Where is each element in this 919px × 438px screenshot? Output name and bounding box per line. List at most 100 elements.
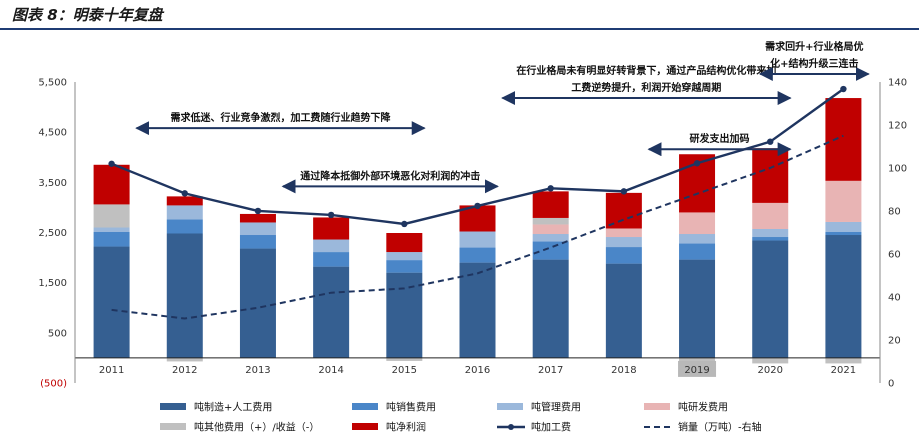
annotation-text: 需求低迷、行业竞争激烈，加工费随行业趋势下降 <box>170 111 391 124</box>
legend-swatch-rnd <box>644 403 670 410</box>
legend-label: 销量（万吨）-右轴 <box>678 421 762 434</box>
bar-sales-2011 <box>93 231 130 247</box>
bar-profit-2014 <box>313 217 350 240</box>
fee-point-2018 <box>620 188 628 195</box>
bar-profit-2021 <box>825 98 862 181</box>
bar-manufacturing-2021 <box>825 235 862 358</box>
x-tick-label: 2016 <box>465 365 490 376</box>
bar-admin-2015 <box>386 252 423 261</box>
annotation-text: 在行业格局未有明显好转背景下，通过产品结构优化带来加 <box>516 64 776 77</box>
right-tick-label: 40 <box>888 293 901 304</box>
bar-admin-2017 <box>532 234 569 242</box>
annotations-layer: 需求低迷、行业竞争激烈，加工费随行业趋势下降通过降本抵御外部环境恶化对利润的冲击… <box>135 40 870 194</box>
title-rule <box>0 28 919 30</box>
bar-sales-2012 <box>166 219 203 234</box>
bar-sales-2014 <box>313 252 350 267</box>
fee-point-2020 <box>767 138 774 145</box>
right-tick-label: 140 <box>888 78 907 89</box>
bar-manufacturing-2011 <box>93 246 130 358</box>
legend-swatch-fee-marker <box>508 424 514 430</box>
fee-point-2014 <box>327 211 335 219</box>
legend-label: 吨制造+人工费用 <box>194 401 272 414</box>
axes-layer: (500) 500 1,500 2,500 3,500 4,500 5,500 0 20 40 60… <box>38 78 907 390</box>
right-tick-label: 120 <box>888 121 907 132</box>
x-label-highlight-2019 <box>678 360 717 377</box>
x-tick-label: 2021 <box>831 365 856 376</box>
bar-rnd-2020 <box>752 202 789 229</box>
bar-sales-2018 <box>605 247 642 264</box>
annotation-text: 化+结构升级三连击 <box>770 57 858 70</box>
fee-point-2012 <box>181 190 188 197</box>
bar-other-2017 <box>532 217 569 225</box>
bar-admin-2020 <box>752 228 789 238</box>
bar-admin-2016 <box>459 231 496 248</box>
bar-sales-2017 <box>532 241 569 260</box>
x-tick-label: 2018 <box>611 365 636 376</box>
annotation-text: 研发支出加码 <box>690 132 750 145</box>
x-tick-label: 2014 <box>318 365 343 376</box>
bar-sales-2015 <box>386 260 423 273</box>
left-tick-label: 1,500 <box>38 278 67 289</box>
legend-swatch-admin <box>497 403 523 410</box>
annotation-text: 工费逆势提升，利润开始穿越周期 <box>571 81 721 94</box>
bar-profit-2012 <box>166 196 203 206</box>
bar-manufacturing-2017 <box>532 259 569 358</box>
left-tick-label: 3,500 <box>38 178 67 189</box>
left-tick-label: 500 <box>48 328 67 339</box>
bar-manufacturing-2016 <box>459 262 496 358</box>
left-tick-label: (500) <box>40 379 67 390</box>
annotation-text: 需求回升+行业格局优 <box>765 40 863 53</box>
bar-manufacturing-2015 <box>386 272 423 358</box>
bar-sales-2013 <box>239 235 276 249</box>
bar-manufacturing-2020 <box>752 240 789 358</box>
bar-admin-2021 <box>825 221 862 232</box>
fee-point-2017 <box>547 185 554 192</box>
right-tick-label: 60 <box>888 250 901 261</box>
x-tick-label: 2013 <box>245 365 270 376</box>
bar-negative-2012 <box>166 357 203 362</box>
bar-negative-2021 <box>825 357 862 364</box>
bar-sales-2020 <box>752 237 789 241</box>
bar-admin-2011 <box>93 227 130 232</box>
bar-rnd-2018 <box>605 228 642 238</box>
x-tick-label: 2019 <box>684 365 709 376</box>
fee-point-2021 <box>840 85 847 93</box>
bar-profit-2020 <box>752 148 789 203</box>
legend-swatch-profit <box>352 423 378 430</box>
x-tick-label: 2020 <box>758 365 783 376</box>
bar-manufacturing-2014 <box>313 266 350 358</box>
bar-rnd-2017 <box>532 224 569 235</box>
legend-label: 吨其他费用（+）/收益（-） <box>194 421 319 434</box>
figure-title: 图表 8：明泰十年复盘 <box>12 6 163 24</box>
bar-sales-2016 <box>459 247 496 263</box>
bar-admin-2012 <box>166 205 203 220</box>
bar-negative-2020 <box>752 357 789 364</box>
bar-manufacturing-2019 <box>679 259 716 358</box>
x-tick-label: 2017 <box>538 365 563 376</box>
left-tick-label: 5,500 <box>38 78 67 89</box>
right-tick-label: 100 <box>888 164 907 175</box>
left-tick-label: 2,500 <box>38 228 67 239</box>
right-tick-label: 20 <box>888 336 901 347</box>
legend-swatch-sales <box>352 403 378 410</box>
annotation-text: 通过降本抵御外部环境恶化对利润的冲击 <box>300 169 480 182</box>
bar-negative-2015 <box>386 357 423 361</box>
legend-label: 吨加工费 <box>531 421 571 434</box>
x-tick-label: 2011 <box>99 365 124 376</box>
legend-label: 吨净利润 <box>386 421 426 434</box>
bar-admin-2014 <box>313 239 350 253</box>
bar-manufacturing-2018 <box>605 263 642 358</box>
bar-profit-2013 <box>239 213 276 223</box>
bar-manufacturing-2013 <box>239 248 276 358</box>
bar-manufacturing-2012 <box>166 233 203 358</box>
bar-rnd-2019 <box>679 212 716 235</box>
bar-profit-2011 <box>93 164 130 205</box>
bar-rnd-2021 <box>825 180 862 222</box>
left-tick-label: 4,500 <box>38 128 67 139</box>
line-volume <box>111 134 844 320</box>
bar-sales-2021 <box>825 231 862 236</box>
legend-swatch-manufacturing <box>160 403 186 410</box>
bar-sales-2019 <box>679 243 716 260</box>
